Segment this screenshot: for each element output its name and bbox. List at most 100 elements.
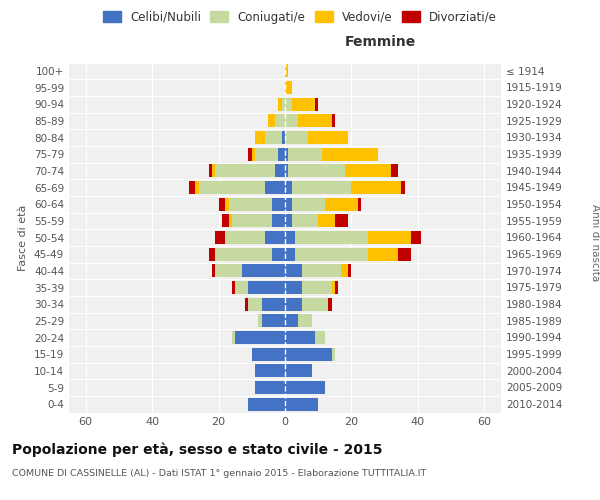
Bar [285, 398, 318, 410]
Bar [248, 398, 285, 410]
Bar [285, 81, 292, 94]
Bar [215, 248, 272, 260]
Bar [298, 314, 311, 328]
Bar [248, 148, 252, 160]
Bar [265, 131, 281, 144]
Bar [262, 298, 285, 310]
Bar [285, 298, 302, 310]
Bar [235, 331, 285, 344]
Bar [298, 114, 332, 128]
Bar [188, 181, 195, 194]
Bar [245, 298, 248, 310]
Bar [195, 181, 199, 194]
Bar [212, 164, 215, 177]
Bar [278, 98, 281, 110]
Bar [235, 281, 248, 294]
Bar [325, 198, 358, 210]
Bar [232, 331, 235, 344]
Bar [289, 148, 322, 160]
Bar [248, 281, 285, 294]
Bar [215, 164, 275, 177]
Bar [352, 181, 401, 194]
Bar [222, 214, 229, 228]
Bar [248, 298, 262, 310]
Text: Popolazione per età, sesso e stato civile - 2015: Popolazione per età, sesso e stato civil… [12, 442, 383, 457]
Bar [315, 331, 325, 344]
Bar [259, 314, 262, 328]
Bar [302, 298, 328, 310]
Bar [295, 248, 368, 260]
Bar [292, 181, 352, 194]
Y-axis label: Fasce di età: Fasce di età [19, 204, 28, 270]
Bar [292, 98, 315, 110]
Bar [209, 248, 215, 260]
Bar [285, 314, 298, 328]
Bar [332, 281, 335, 294]
Bar [215, 264, 242, 278]
Bar [272, 248, 285, 260]
Bar [302, 264, 341, 278]
Bar [285, 364, 311, 378]
Bar [255, 364, 285, 378]
Bar [345, 164, 391, 177]
Bar [285, 64, 289, 78]
Bar [335, 281, 338, 294]
Legend: Celibi/Nubili, Coniugati/e, Vedovi/e, Divorziati/e: Celibi/Nubili, Coniugati/e, Vedovi/e, Di… [98, 6, 502, 28]
Bar [281, 98, 285, 110]
Bar [275, 114, 285, 128]
Bar [285, 348, 332, 360]
Bar [225, 198, 229, 210]
Bar [218, 198, 225, 210]
Bar [281, 131, 285, 144]
Text: Femmine: Femmine [344, 34, 416, 48]
Bar [285, 281, 302, 294]
Bar [292, 214, 318, 228]
Bar [295, 231, 368, 244]
Bar [272, 198, 285, 210]
Bar [318, 214, 335, 228]
Bar [262, 314, 285, 328]
Bar [285, 131, 308, 144]
Bar [368, 248, 398, 260]
Bar [272, 214, 285, 228]
Bar [285, 231, 295, 244]
Bar [265, 181, 285, 194]
Bar [411, 231, 421, 244]
Bar [285, 181, 292, 194]
Bar [292, 198, 325, 210]
Bar [285, 198, 292, 210]
Bar [215, 231, 225, 244]
Bar [225, 231, 265, 244]
Bar [285, 381, 325, 394]
Bar [315, 98, 318, 110]
Bar [335, 214, 348, 228]
Bar [332, 114, 335, 128]
Bar [265, 231, 285, 244]
Bar [401, 181, 404, 194]
Bar [285, 114, 298, 128]
Bar [341, 264, 348, 278]
Text: COMUNE DI CASSINELLE (AL) - Dati ISTAT 1° gennaio 2015 - Elaborazione TUTTITALIA: COMUNE DI CASSINELLE (AL) - Dati ISTAT 1… [12, 469, 426, 478]
Bar [398, 248, 411, 260]
Bar [278, 148, 285, 160]
Bar [328, 298, 332, 310]
Bar [242, 264, 285, 278]
Bar [232, 281, 235, 294]
Bar [209, 164, 212, 177]
Bar [289, 164, 345, 177]
Bar [348, 264, 352, 278]
Bar [229, 214, 232, 228]
Text: Anni di nascita: Anni di nascita [590, 204, 600, 281]
Bar [275, 164, 285, 177]
Bar [285, 148, 289, 160]
Bar [322, 148, 378, 160]
Bar [285, 164, 289, 177]
Bar [199, 181, 265, 194]
Bar [285, 98, 292, 110]
Bar [268, 114, 275, 128]
Bar [302, 281, 332, 294]
Bar [391, 164, 398, 177]
Bar [368, 231, 411, 244]
Bar [229, 198, 272, 210]
Bar [255, 381, 285, 394]
